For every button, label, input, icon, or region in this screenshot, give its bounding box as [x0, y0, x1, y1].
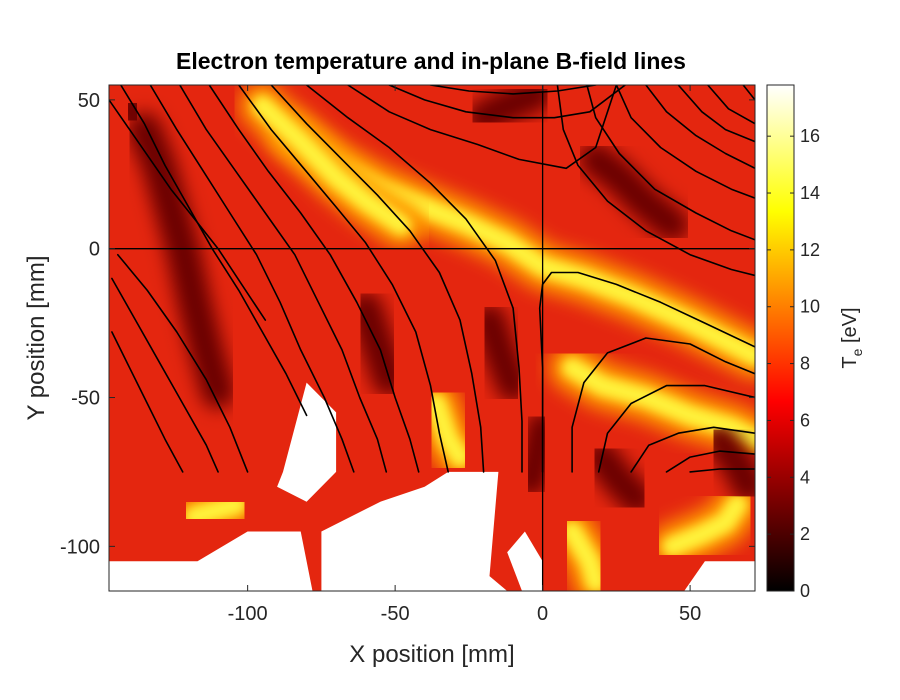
field-line-11: [347, 85, 618, 170]
field-line-21: [586, 85, 755, 241]
colorbar-tick-label: 6: [800, 410, 810, 430]
colorbar-tick-label: 8: [800, 354, 810, 374]
colorbar-tick-label: 12: [800, 240, 820, 260]
y-axis-label: Y position [mm]: [23, 256, 50, 421]
colorbar-tick-label: 4: [800, 467, 810, 487]
field-lines: [109, 85, 755, 473]
x-tick-label: 0: [537, 603, 548, 625]
cool-region-8: [513, 410, 560, 498]
colorbar-tick-label: 10: [800, 297, 820, 317]
no-data-region-2: [321, 471, 508, 591]
field-line-16: [597, 384, 755, 473]
cool-region-4: [578, 142, 690, 242]
field-line-25: [706, 85, 755, 125]
x-axis-label: X position [mm]: [349, 641, 514, 668]
cool-region-6: [584, 440, 654, 516]
field-line-22: [615, 85, 755, 199]
x-axis-ticks: -100 -50 0 50: [228, 85, 701, 625]
y-tick-label: 50: [78, 90, 100, 112]
hot-region-core-1: [252, 95, 411, 235]
field-line-12: [388, 85, 627, 119]
plot-frame: [108, 84, 756, 592]
field-line-9: [270, 85, 485, 473]
no-data-region-0: [277, 382, 337, 502]
no-data-region-1: [109, 531, 313, 591]
field-line-20: [556, 85, 755, 277]
colorbar-tick-label: 14: [800, 183, 820, 203]
chart-title: Electron temperature and in-plane B-fiel…: [176, 48, 686, 74]
field-line-3: [111, 277, 219, 473]
colorbar-tick-label: 16: [800, 126, 820, 146]
cool-region-3: [472, 303, 531, 403]
field-line-7: [208, 85, 420, 473]
x-tick-label: -50: [381, 603, 410, 625]
colorbar-label-main: T: [839, 356, 861, 368]
no-data-regions: [109, 382, 755, 591]
cool-region-5: [466, 85, 554, 135]
plot-area: [109, 85, 755, 591]
field-line-24: [677, 85, 755, 143]
y-tick-label: -50: [71, 388, 100, 410]
field-line-5: [149, 85, 355, 473]
colorbar-label: Te [eV]: [839, 307, 865, 368]
hot-region-core-2: [562, 357, 755, 450]
y-tick-label: 0: [89, 239, 100, 261]
hot-region-core-3: [426, 393, 470, 468]
hot-region-core-5: [662, 494, 748, 557]
colorbar-tick-label: 2: [800, 524, 810, 544]
no-data-region-4: [684, 561, 755, 591]
colorbar-ticks: 0 2 4 6 8 10 12 14 16: [767, 126, 820, 601]
colorbar-label-unit: [eV]: [839, 307, 861, 348]
x-tick-label: 50: [679, 603, 701, 625]
hot-region-core-4: [184, 494, 246, 527]
field-line-1: [120, 85, 308, 417]
y-axis-ticks: 50 0 -50 -100: [60, 90, 755, 558]
reference-lines: [109, 85, 755, 591]
field-line-6: [179, 85, 388, 473]
y-tick-label: -100: [60, 536, 100, 558]
field-line-15: [571, 337, 755, 473]
field-line-14: [538, 271, 755, 473]
x-tick-label: -100: [228, 603, 268, 625]
colorbar: 0 2 4 6 8 10 12 14 16 Te [eV]: [766, 84, 865, 601]
field-line-17: [630, 426, 755, 473]
field-line-23: [645, 85, 755, 170]
field-line-26: [742, 85, 755, 101]
cool-region-1: [112, 88, 153, 135]
no-data-region-3: [507, 531, 543, 591]
field-line-18: [665, 450, 755, 473]
field-line-4: [117, 253, 249, 473]
field-line-13: [429, 85, 597, 95]
colorbar-tick-label: 0: [800, 581, 810, 601]
cool-region-7: [702, 422, 755, 504]
colorbar-label-sub: e: [849, 348, 865, 356]
field-line-2: [111, 331, 184, 473]
temperature-hot-regions: [171, 85, 755, 591]
field-line-8: [238, 85, 450, 473]
colorbar-gradient: [766, 84, 795, 592]
field-line-0: [109, 99, 267, 321]
hot-region-core-6: [562, 521, 606, 591]
field-line-19: [689, 468, 755, 473]
field-line-10: [305, 85, 523, 473]
